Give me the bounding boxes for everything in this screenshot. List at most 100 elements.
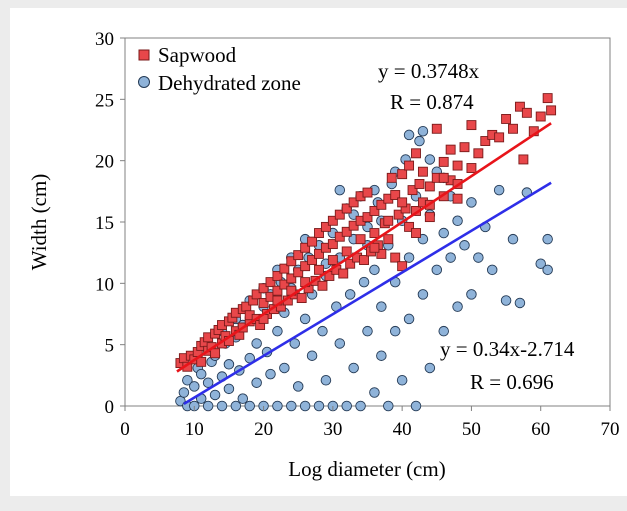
dehydrated-point bbox=[318, 326, 328, 336]
sapwood-point bbox=[522, 108, 531, 117]
sapwood-point bbox=[211, 349, 220, 358]
dehydrated-point bbox=[356, 401, 366, 411]
y-tick-label: 5 bbox=[105, 336, 115, 357]
sapwood-point bbox=[474, 149, 483, 158]
dehydrated-point bbox=[266, 369, 276, 379]
y-tick-label: 20 bbox=[95, 152, 114, 173]
sapwood-point bbox=[509, 124, 518, 133]
legend-label-sapwood: Sapwood bbox=[158, 43, 237, 67]
dehydrated-point bbox=[501, 296, 511, 306]
sapwood-point bbox=[439, 173, 448, 182]
dehydrated-point bbox=[404, 314, 414, 324]
dehydrated-point bbox=[335, 339, 345, 349]
y-tick-label: 15 bbox=[95, 213, 114, 234]
sapwood-point bbox=[387, 173, 396, 182]
sapwood-point bbox=[543, 94, 552, 103]
x-tick-label: 50 bbox=[462, 419, 481, 440]
sapwood-point bbox=[398, 170, 407, 179]
dehydrated-point bbox=[321, 375, 331, 385]
sapwood-point bbox=[432, 124, 441, 133]
sapwood-point bbox=[467, 164, 476, 173]
sapwood-point bbox=[405, 161, 414, 170]
dehydrated-equation: y = 0.34x-2.714 bbox=[440, 337, 575, 361]
dehydrated-point bbox=[467, 198, 477, 208]
x-tick-label: 20 bbox=[254, 419, 273, 440]
dehydrated-point bbox=[474, 253, 484, 263]
sapwood-point bbox=[297, 294, 306, 303]
dehydrated-point bbox=[307, 351, 317, 361]
dehydrated-point bbox=[487, 265, 497, 275]
dehydrated-point bbox=[273, 326, 283, 336]
sapwood-point bbox=[384, 235, 393, 244]
sapwood-point bbox=[425, 213, 434, 222]
y-tick-label: 0 bbox=[105, 397, 115, 418]
sapwood-point bbox=[356, 235, 365, 244]
sapwood-point bbox=[418, 167, 427, 176]
dehydrated-r-value: R = 0.696 bbox=[470, 370, 554, 394]
dehydrated-point bbox=[460, 241, 470, 251]
dehydrated-point bbox=[359, 277, 369, 287]
dehydrated-point bbox=[543, 265, 553, 275]
dehydrated-point bbox=[363, 326, 373, 336]
dehydrated-point bbox=[273, 401, 283, 411]
sapwood-point bbox=[453, 194, 462, 203]
sapwood-point bbox=[370, 229, 379, 238]
dehydrated-point bbox=[286, 401, 296, 411]
sapwood-point bbox=[360, 256, 369, 265]
dehydrated-point bbox=[252, 339, 262, 349]
sapwood-point bbox=[415, 179, 424, 188]
sapwood-point bbox=[318, 281, 327, 290]
sapwood-point bbox=[536, 112, 545, 121]
y-tick-label: 10 bbox=[95, 274, 114, 295]
sapwood-point bbox=[363, 188, 372, 197]
sapwood-point bbox=[308, 237, 317, 246]
dehydrated-point bbox=[383, 401, 393, 411]
sapwood-point bbox=[439, 157, 448, 166]
legend-marker-dehydrated bbox=[139, 77, 150, 88]
dehydrated-point bbox=[349, 363, 359, 373]
dehydrated-point bbox=[453, 302, 463, 312]
dehydrated-point bbox=[224, 384, 234, 394]
dehydrated-point bbox=[425, 363, 435, 373]
dehydrated-point bbox=[415, 136, 425, 146]
dehydrated-point bbox=[280, 363, 290, 373]
sapwood-point bbox=[502, 114, 511, 123]
sapwood-point bbox=[519, 155, 528, 164]
sapwood-point bbox=[370, 243, 379, 252]
dehydrated-point bbox=[439, 326, 449, 336]
dehydrated-point bbox=[342, 401, 352, 411]
sapwood-point bbox=[467, 121, 476, 130]
sapwood-equation: y = 0.3748x bbox=[378, 59, 480, 83]
x-tick-label: 70 bbox=[601, 419, 620, 440]
sapwood-point bbox=[460, 143, 469, 152]
dehydrated-point bbox=[515, 298, 525, 308]
sapwood-point bbox=[328, 256, 337, 265]
dehydrated-point bbox=[224, 359, 234, 369]
x-tick-label: 0 bbox=[120, 419, 130, 440]
legend-marker-sapwood bbox=[139, 50, 149, 60]
dehydrated-point bbox=[210, 390, 220, 400]
dehydrated-point bbox=[418, 290, 428, 300]
dehydrated-point bbox=[370, 265, 380, 275]
dehydrated-point bbox=[494, 185, 504, 195]
sapwood-r-value: R = 0.874 bbox=[390, 90, 474, 114]
sapwood-point bbox=[495, 133, 504, 142]
sapwood-point bbox=[398, 198, 407, 207]
dehydrated-point bbox=[446, 253, 456, 263]
sapwood-point bbox=[446, 145, 455, 154]
dehydrated-point bbox=[432, 265, 442, 275]
dehydrated-point bbox=[189, 382, 199, 392]
dehydrated-point bbox=[453, 216, 463, 226]
dehydrated-point bbox=[411, 401, 421, 411]
y-tick-label: 30 bbox=[95, 29, 114, 50]
sapwood-point bbox=[412, 229, 421, 238]
y-tick-label: 25 bbox=[95, 90, 114, 111]
dehydrated-point bbox=[345, 290, 355, 300]
sapwood-point bbox=[412, 149, 421, 158]
dehydrated-point bbox=[245, 401, 255, 411]
dehydrated-point bbox=[377, 351, 387, 361]
dehydrated-point bbox=[425, 155, 435, 165]
dehydrated-point bbox=[314, 401, 324, 411]
